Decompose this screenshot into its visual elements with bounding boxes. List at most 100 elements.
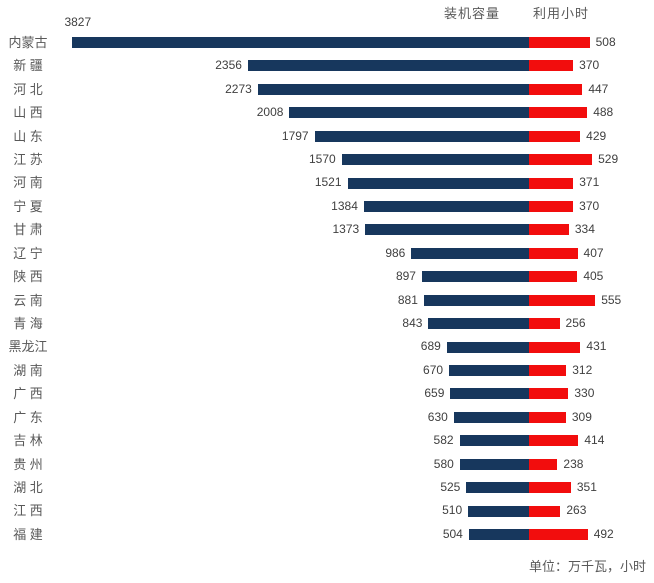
capacity-value-label: 897	[395, 269, 416, 284]
hours-value-label: 312	[572, 362, 593, 377]
hours-bar	[529, 60, 574, 72]
capacity-bar	[459, 435, 529, 447]
legend-hours-label: 利用小时	[533, 6, 590, 21]
hours-value-label: 263	[566, 503, 587, 518]
hours-value-label: 488	[593, 105, 614, 120]
capacity-bar	[247, 60, 529, 72]
capacity-bar	[72, 37, 529, 48]
hours-bar	[529, 107, 588, 119]
hours-bar	[529, 365, 567, 377]
capacity-bar	[257, 83, 529, 95]
chart-row: 宁 夏 1384 370	[0, 195, 654, 218]
hours-bar	[529, 271, 578, 283]
category-label: 湖 北	[13, 479, 43, 495]
chart-row: 山 东 1797 429	[0, 125, 654, 148]
hours-value-label: 447	[588, 81, 609, 96]
category-label: 河 南	[13, 175, 43, 191]
capacity-value-label: 2356	[215, 58, 242, 73]
hours-bar	[529, 505, 561, 517]
capacity-value-label: 1384	[331, 198, 358, 213]
hours-bar	[529, 201, 574, 212]
hours-value-label: 256	[565, 315, 586, 330]
capacity-value-label: 1797	[281, 128, 309, 143]
category-label: 福 建	[13, 526, 43, 542]
chart-row: 湖 北 525 351	[0, 476, 654, 499]
hours-value-label: 529	[598, 151, 619, 166]
capacity-value-label: 1570	[308, 151, 336, 166]
chart-row: 福 建 504 492	[0, 523, 654, 546]
hours-value-label: 555	[601, 292, 622, 307]
unit-note: 单位：万千瓦，小时	[528, 559, 646, 574]
capacity-bar	[450, 388, 529, 400]
capacity-value-label: 504	[442, 526, 463, 541]
hours-bar	[529, 224, 569, 236]
hours-bar	[529, 154, 593, 166]
hours-bar	[529, 388, 569, 400]
capacity-bar	[468, 505, 529, 517]
hours-value-label: 370	[579, 198, 600, 213]
hours-bar	[529, 83, 583, 95]
hours-value-label: 405	[583, 269, 604, 284]
hours-bar	[529, 318, 560, 330]
capacity-value-label: 580	[433, 456, 454, 471]
chart-row: 陕 西 897 405	[0, 265, 654, 288]
chart-row: 贵 州 580 238	[0, 453, 654, 476]
chart-row: 新 疆 2356 370	[0, 54, 654, 77]
capacity-bar	[363, 201, 529, 212]
chart-row: 青 海 843 256	[0, 312, 654, 335]
chart-row: 云 南 881 555	[0, 289, 654, 312]
chart-row: 广 东 630 309	[0, 406, 654, 429]
capacity-value-label: 582	[433, 433, 454, 448]
category-label: 广 东	[13, 409, 43, 425]
category-label: 宁 夏	[13, 198, 43, 214]
capacity-value-label: 630	[427, 409, 448, 424]
category-label: 青 海	[13, 315, 43, 331]
hours-value-label: 370	[579, 58, 600, 73]
capacity-value-label: 2008	[256, 105, 284, 120]
hours-bar	[529, 294, 596, 306]
category-label: 贵 州	[13, 456, 43, 472]
hours-value-label: 351	[576, 479, 597, 494]
chart-row: 河 南 1521 371	[0, 171, 654, 194]
category-label: 甘 肃	[13, 222, 43, 238]
capacity-bar	[453, 411, 529, 423]
capacity-bar	[347, 177, 529, 189]
capacity-value-label: 986	[385, 245, 406, 260]
chart-row: 河 北 2273 447	[0, 78, 654, 101]
category-label: 新 疆	[13, 58, 43, 74]
hours-value-label: 238	[563, 456, 584, 471]
hours-value-label: 414	[584, 433, 605, 448]
chart-row: 江 苏 1570 529	[0, 148, 654, 171]
category-label: 山 西	[13, 105, 43, 121]
chart-row: 湖 南 670 312	[0, 359, 654, 382]
chart-row: 广 西 659 330	[0, 382, 654, 405]
capacity-bar	[423, 294, 529, 306]
capacity-value-label: 881	[397, 292, 418, 307]
capacity-bar	[428, 318, 529, 330]
hours-value-label: 508	[595, 34, 616, 49]
chart-row: 山 西 2008 488	[0, 101, 654, 124]
hours-bar	[529, 529, 588, 541]
hours-bar	[529, 177, 574, 189]
category-label: 山 东	[13, 128, 43, 144]
category-label: 内蒙古	[8, 34, 48, 50]
capacity-value-label: 2273	[225, 81, 252, 96]
capacity-bar	[446, 341, 529, 353]
capacity-bar	[411, 247, 529, 259]
capacity-bar	[341, 154, 529, 166]
category-label: 江 西	[13, 503, 43, 519]
capacity-value-label: 1521	[314, 175, 342, 190]
capacity-bar	[466, 482, 529, 494]
category-label: 云 南	[13, 292, 43, 308]
hours-value-label: 309	[571, 409, 592, 424]
hours-value-label: 371	[579, 175, 600, 190]
capacity-value-label: 659	[424, 386, 445, 401]
capacity-value-label: 1373	[332, 222, 360, 237]
hours-bar	[529, 37, 590, 48]
legend-capacity-label: 装机容量	[444, 6, 501, 21]
capacity-bar	[449, 365, 529, 377]
capacity-value-label: 3827	[64, 14, 92, 29]
chart-row: 甘 肃 1373 334	[0, 218, 654, 241]
capacity-value-label: 670	[423, 362, 444, 377]
